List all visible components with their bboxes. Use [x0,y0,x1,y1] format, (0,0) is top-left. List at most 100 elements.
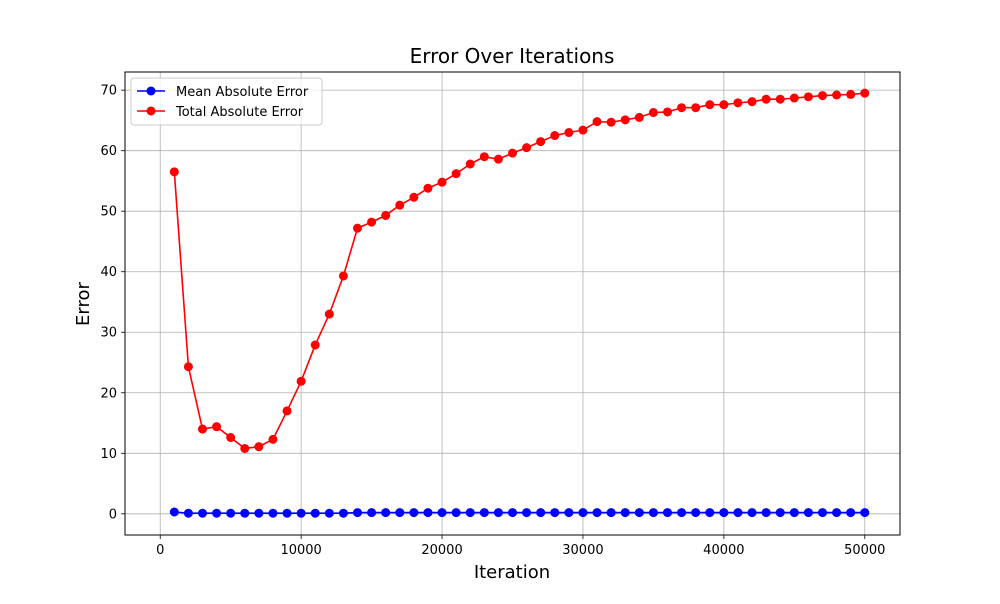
data-point-mean-absolute-error [803,508,813,518]
x-axis-label: Iteration [474,562,550,583]
legend-label-total-absolute-error: Total Absolute Error [175,105,304,120]
data-point-mean-absolute-error [705,508,715,518]
data-point-mean-absolute-error [634,508,644,518]
data-point-mean-absolute-error [226,508,236,518]
data-point-mean-absolute-error [282,508,292,518]
data-point-mean-absolute-error [846,508,856,518]
data-point-total-absolute-error [818,91,827,101]
data-point-total-absolute-error [691,103,701,113]
y-tick-label: 60 [100,144,117,159]
data-point-total-absolute-error [733,98,743,108]
data-point-mean-absolute-error [733,508,743,518]
data-point-mean-absolute-error [832,508,842,518]
legend-box [130,77,323,126]
grid-lines [125,72,900,535]
data-point-total-absolute-error [268,434,278,444]
x-tick-label: 20000 [421,543,462,558]
data-point-mean-absolute-error [338,508,348,518]
axis-ticks: 0 10000 20000 30000 40000 50000 0 10 20 30 40 50 60 7… [100,84,885,558]
data-point-total-absolute-error [592,117,602,127]
y-axis-label: Error [73,281,94,325]
y-tick-label: 10 [100,447,117,462]
data-point-total-absolute-error [183,362,193,372]
y-tick-label: 50 [100,205,117,220]
data-point-total-absolute-error [663,107,672,117]
series-total-absolute-error [169,88,870,453]
data-point-mean-absolute-error [254,508,264,518]
data-point-mean-absolute-error [663,508,672,518]
data-point-total-absolute-error [832,90,842,100]
data-point-mean-absolute-error [508,508,517,518]
data-point-mean-absolute-error [437,508,447,518]
data-point-mean-absolute-error [550,508,560,518]
series-line-mean-absolute-error [174,511,865,515]
legend: Mean Absolute Error Total Absolute Error [130,77,323,126]
data-point-total-absolute-error [789,93,799,103]
data-point-total-absolute-error [606,117,616,127]
data-point-mean-absolute-error [367,508,377,518]
data-point-total-absolute-error [465,159,475,169]
data-point-mean-absolute-error [818,508,827,518]
data-point-total-absolute-error [508,148,517,158]
data-point-total-absolute-error [479,152,489,162]
data-point-total-absolute-error [240,443,250,453]
data-point-total-absolute-error [296,376,306,386]
data-point-mean-absolute-error [648,508,658,518]
data-point-mean-absolute-error [564,508,574,518]
data-point-mean-absolute-error [296,508,306,518]
data-point-total-absolute-error [353,223,362,233]
data-point-total-absolute-error [409,192,419,202]
data-point-total-absolute-error [381,210,391,220]
series-mean-absolute-error [169,507,870,518]
data-point-mean-absolute-error [493,508,503,518]
data-point-mean-absolute-error [310,508,320,518]
data-point-mean-absolute-error [789,508,799,518]
data-point-total-absolute-error [395,200,405,210]
legend-marker-mean-absolute-error [146,86,156,96]
data-point-total-absolute-error [620,115,630,125]
data-point-total-absolute-error [212,422,222,432]
data-point-total-absolute-error [705,100,715,110]
data-point-mean-absolute-error [592,508,602,518]
data-point-total-absolute-error [451,169,461,179]
x-tick-label: 10000 [280,543,321,558]
data-point-total-absolute-error [578,125,588,135]
data-point-total-absolute-error [536,137,546,147]
data-point-mean-absolute-error [169,507,179,517]
data-point-mean-absolute-error [536,508,546,518]
data-point-mean-absolute-error [719,508,729,518]
data-point-mean-absolute-error [522,508,532,518]
data-point-total-absolute-error [198,424,207,434]
data-point-mean-absolute-error [395,508,405,518]
data-point-mean-absolute-error [381,508,391,518]
y-tick-label: 20 [100,386,117,401]
data-point-total-absolute-error [493,154,503,164]
data-point-total-absolute-error [324,309,334,319]
data-point-mean-absolute-error [747,508,757,518]
data-point-total-absolute-error [226,433,236,443]
x-tick-label: 40000 [703,543,744,558]
data-point-total-absolute-error [550,131,560,141]
data-point-mean-absolute-error [240,508,250,518]
data-point-mean-absolute-error [451,508,461,518]
data-point-mean-absolute-error [268,508,278,518]
data-point-mean-absolute-error [677,508,687,518]
data-point-mean-absolute-error [198,508,207,518]
data-point-total-absolute-error [564,128,574,138]
data-point-total-absolute-error [423,183,433,193]
data-point-mean-absolute-error [409,508,419,518]
data-point-mean-absolute-error [324,508,334,518]
data-point-total-absolute-error [846,89,856,99]
data-point-total-absolute-error [747,97,757,107]
data-point-mean-absolute-error [775,508,785,518]
y-tick-label: 70 [100,84,117,99]
data-point-total-absolute-error [282,406,292,416]
data-point-mean-absolute-error [183,508,193,518]
plot-area-frame [124,71,901,536]
data-point-mean-absolute-error [691,508,701,518]
data-point-total-absolute-error [338,271,348,281]
data-point-total-absolute-error [634,112,644,122]
data-point-mean-absolute-error [606,508,616,518]
